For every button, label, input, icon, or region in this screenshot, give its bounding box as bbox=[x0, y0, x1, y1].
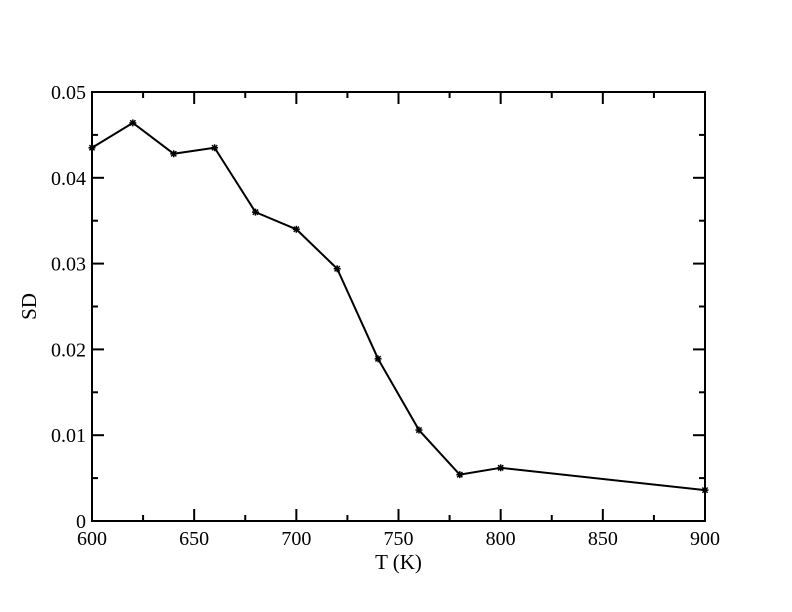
x-axis-label: T (K) bbox=[375, 550, 422, 574]
data-point bbox=[211, 144, 219, 152]
x-tick-label: 600 bbox=[77, 528, 107, 550]
data-point bbox=[374, 355, 382, 363]
y-tick-label: 0.01 bbox=[51, 425, 86, 447]
x-tick-labels: 600 650 700 750 800 850 900 bbox=[77, 528, 720, 550]
data-point bbox=[170, 150, 178, 158]
y-axis-label: SD bbox=[17, 293, 41, 320]
x-tick-label: 750 bbox=[384, 528, 414, 550]
data-point bbox=[251, 208, 259, 216]
x-tick-label: 800 bbox=[486, 528, 516, 550]
x-tick-label: 700 bbox=[281, 528, 311, 550]
y-tick-label: 0.02 bbox=[51, 339, 86, 361]
y-tick-label: 0 bbox=[76, 511, 86, 533]
data-point bbox=[333, 265, 341, 273]
series-line bbox=[91, 121, 706, 492]
x-tick-label: 650 bbox=[179, 528, 209, 550]
y-tick-label: 0.04 bbox=[51, 168, 86, 190]
minor-ticks bbox=[92, 92, 705, 521]
x-tick-label: 850 bbox=[588, 528, 618, 550]
data-point bbox=[292, 225, 300, 233]
data-point bbox=[456, 471, 464, 479]
major-ticks bbox=[91, 91, 706, 522]
data-point bbox=[497, 464, 505, 472]
y-tick-label: 0.05 bbox=[51, 82, 86, 104]
data-point bbox=[129, 119, 137, 127]
y-tick-labels: 0 0.01 0.02 0.03 0.04 0.05 bbox=[51, 82, 86, 533]
data-point bbox=[415, 426, 423, 434]
series-layer bbox=[88, 119, 709, 494]
x-tick-label: 900 bbox=[690, 528, 720, 550]
plot-frame bbox=[91, 91, 706, 522]
y-tick-label: 0.03 bbox=[51, 254, 86, 276]
